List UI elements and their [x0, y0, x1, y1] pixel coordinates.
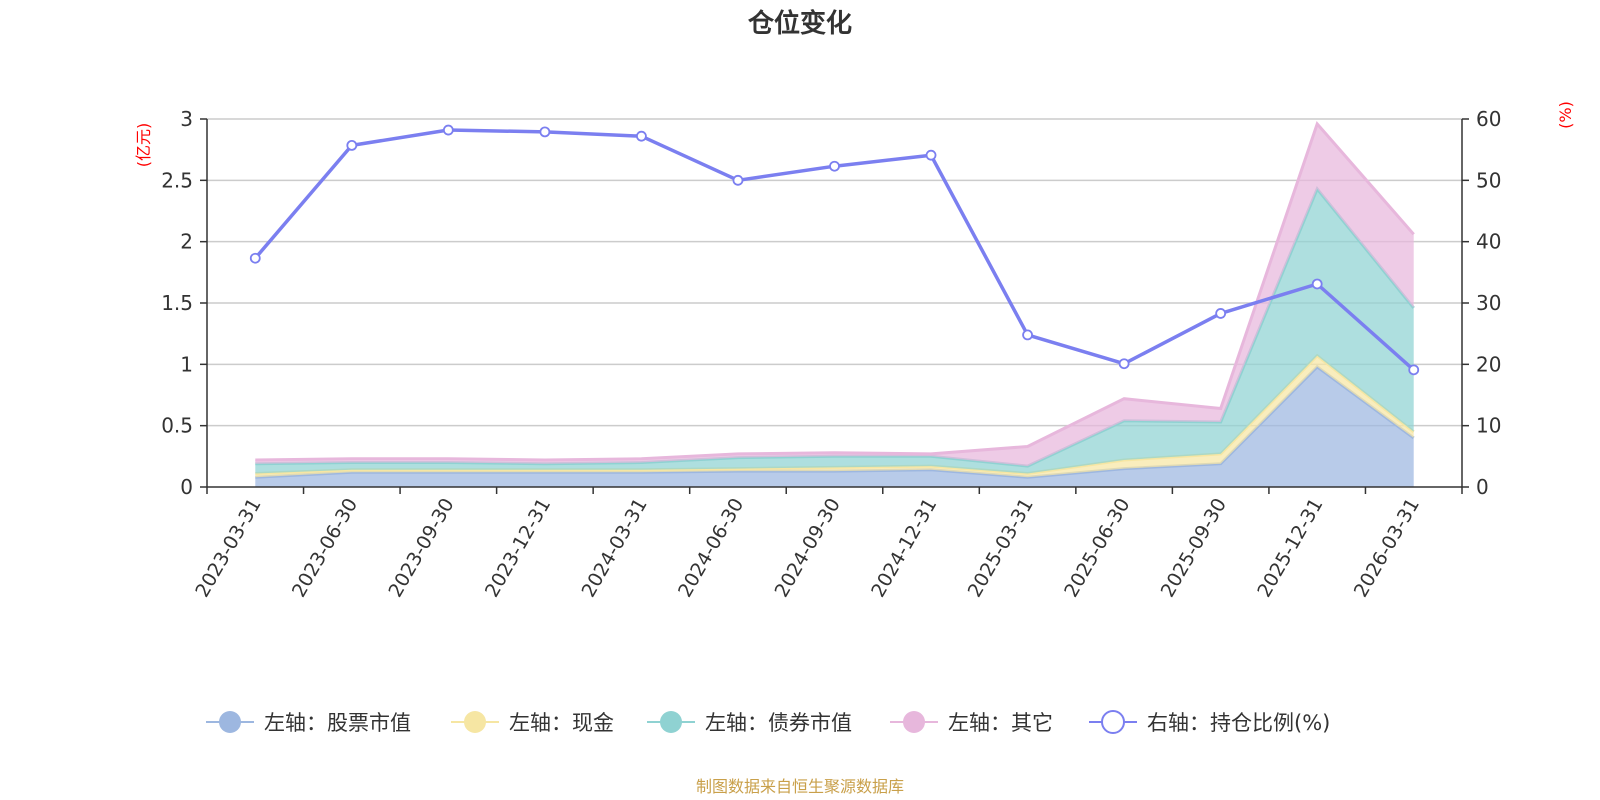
- x-tick-label: 2023-06-30: [288, 495, 362, 602]
- legend-label: 右轴：持仓比例(%): [1147, 711, 1330, 735]
- legend-item[interactable]: 左轴：现金: [451, 711, 614, 735]
- left-tick-label: 0: [180, 475, 193, 499]
- x-tick-label: 2023-09-30: [384, 495, 458, 602]
- ratio-point[interactable]: [829, 160, 840, 172]
- right-tick-label: 50: [1476, 168, 1501, 192]
- x-tick-label: 2024-03-31: [577, 495, 651, 602]
- left-tick-label: 1: [180, 352, 193, 376]
- ratio-point[interactable]: [1311, 278, 1323, 290]
- right-tick-label: 30: [1476, 291, 1501, 315]
- legend-item[interactable]: 右轴：持仓比例(%): [1089, 710, 1330, 735]
- ratio-point[interactable]: [249, 252, 261, 264]
- x-tick-label: 2023-03-31: [191, 495, 265, 602]
- area-左轴：债券市值: [255, 188, 1414, 474]
- ratio-point[interactable]: [732, 174, 744, 186]
- right-tick-label: 60: [1476, 107, 1501, 131]
- x-tick-label: 2025-09-30: [1157, 495, 1231, 602]
- ratio-point[interactable]: [1215, 308, 1227, 319]
- area-左轴：股票市值: [255, 366, 1414, 487]
- legend-marker-icon: [464, 711, 486, 733]
- ratio-point[interactable]: [636, 130, 647, 142]
- x-tick-label: 2023-12-31: [481, 495, 555, 602]
- x-tick-label: 2024-12-31: [867, 495, 941, 602]
- ratio-point[interactable]: [442, 124, 454, 136]
- legend-marker-icon: [660, 711, 682, 733]
- left-tick-label: 0.5: [161, 414, 193, 438]
- left-tick-label: 1.5: [161, 291, 193, 315]
- position-ratio-line: [249, 124, 1420, 376]
- legend-marker-icon: [1101, 710, 1125, 734]
- x-tick-label: 2024-09-30: [771, 495, 845, 602]
- ratio-point[interactable]: [1022, 329, 1033, 341]
- stacked-areas: [255, 120, 1415, 487]
- right-axis-unit: (%): [1556, 101, 1575, 129]
- legend-item[interactable]: 左轴：债券市值: [647, 711, 852, 735]
- legend-marker-icon: [219, 711, 241, 733]
- x-tick-label: 2024-06-30: [674, 495, 748, 602]
- source-note: 制图数据来自恒生聚源数据库: [696, 777, 904, 796]
- area-edge-左轴：其它: [255, 120, 1415, 462]
- right-tick-label: 10: [1476, 414, 1501, 438]
- legend: 左轴：股票市值 左轴：现金 左轴：债券市值 左轴：其它 右轴：持仓比例(%): [206, 710, 1330, 735]
- ratio-point[interactable]: [1408, 364, 1420, 376]
- legend-label: 左轴：其它: [948, 711, 1053, 735]
- left-tick-label: 2: [180, 230, 193, 254]
- right-tick-label: 0: [1476, 475, 1489, 499]
- x-tick-label: 2025-06-30: [1060, 495, 1134, 602]
- right-tick-label: 40: [1476, 230, 1501, 254]
- chart-title: 仓位变化: [747, 8, 852, 39]
- legend-item[interactable]: 左轴：其它: [890, 711, 1053, 735]
- ratio-point[interactable]: [925, 149, 937, 161]
- legend-marker-icon: [903, 711, 925, 733]
- ratio-point[interactable]: [1118, 358, 1130, 370]
- legend-label: 左轴：债券市值: [705, 711, 852, 735]
- left-axis-unit: (亿元): [134, 123, 153, 168]
- legend-label: 左轴：现金: [509, 711, 614, 735]
- ratio-point[interactable]: [539, 126, 551, 138]
- x-tick-label: 2026-03-31: [1350, 495, 1424, 602]
- x-tick-label: 2025-03-31: [964, 495, 1038, 602]
- legend-label: 左轴：股票市值: [264, 711, 411, 735]
- legend-item[interactable]: 左轴：股票市值: [206, 711, 411, 735]
- left-tick-label: 3: [180, 107, 193, 131]
- ratio-point[interactable]: [346, 139, 358, 151]
- x-tick-label: 2025-12-31: [1253, 495, 1327, 602]
- right-tick-label: 20: [1476, 352, 1501, 376]
- left-tick-label: 2.5: [161, 168, 193, 192]
